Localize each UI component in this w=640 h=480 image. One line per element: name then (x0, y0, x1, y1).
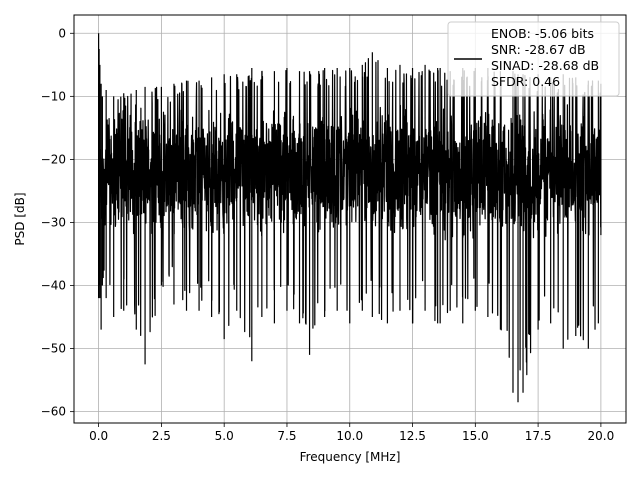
y-tick-label: −40 (41, 279, 66, 293)
psd-line (98, 33, 602, 403)
y-tick-label: −60 (41, 405, 66, 419)
legend-box (447, 21, 620, 97)
legend-snr: SNR: -28.67 dB (491, 42, 586, 57)
x-tick-label: 5.0 (215, 429, 234, 443)
x-tick-label: 17.5 (525, 429, 552, 443)
legend-enob: ENOB: -5.06 bits (491, 26, 594, 41)
legend-sfdr: SFDR: 0.46 (491, 74, 560, 89)
x-axis-label: Frequency [MHz] (300, 450, 401, 464)
y-tick-label: −10 (41, 89, 66, 103)
x-tick-label: 2.5 (152, 429, 171, 443)
y-tick-label: −50 (41, 342, 66, 356)
y-axis: 0 −10 −20 −30 −40 −50 −60 (41, 26, 74, 419)
y-tick-label: −20 (41, 152, 66, 166)
legend: ENOB: -5.06 bits SNR: -28.67 dB SINAD: -… (447, 21, 620, 97)
y-tick-label: 0 (58, 26, 66, 40)
legend-sinad: SINAD: -28.68 dB (491, 58, 599, 73)
psd-trace (98, 33, 602, 403)
y-tick-label: −30 (41, 215, 66, 229)
x-tick-label: 20.0 (588, 429, 615, 443)
x-tick-label: 15.0 (462, 429, 489, 443)
y-axis-label: PSD [dB] (13, 192, 27, 245)
x-tick-label: 7.5 (277, 429, 296, 443)
x-tick-label: 10.0 (336, 429, 363, 443)
x-tick-label: 0.0 (89, 429, 108, 443)
x-axis: 0.0 2.5 5.0 7.5 10.0 12.5 15.0 17.5 20.0 (89, 423, 614, 443)
x-tick-label: 12.5 (399, 429, 426, 443)
